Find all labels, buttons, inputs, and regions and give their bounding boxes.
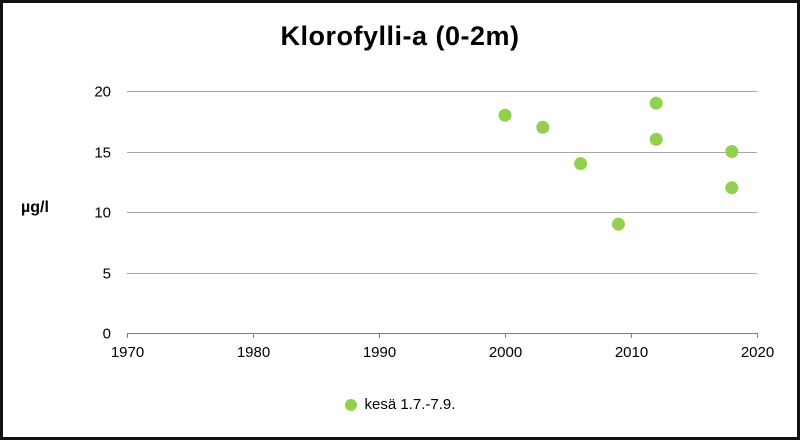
x-tick-label: 1990 bbox=[363, 344, 396, 361]
data-point bbox=[611, 217, 625, 231]
data-point bbox=[498, 108, 512, 122]
x-tick-label: 2000 bbox=[489, 344, 522, 361]
legend-marker-icon bbox=[344, 398, 357, 411]
y-tick-label: 5 bbox=[103, 266, 111, 283]
data-point bbox=[725, 181, 739, 195]
y-axis-label: µg/l bbox=[21, 199, 49, 216]
y-tick-label: 20 bbox=[94, 84, 111, 101]
chart-title: Klorofylli-a (0-2m) bbox=[280, 21, 520, 51]
legend: kesä 1.7.-7.9. bbox=[3, 396, 797, 413]
legend-label: kesä 1.7.-7.9. bbox=[364, 396, 456, 413]
x-tick-label: 1980 bbox=[237, 344, 270, 361]
x-tick-label: 1970 bbox=[111, 344, 144, 361]
x-tick-label: 2010 bbox=[615, 344, 648, 361]
x-tick-label: 2020 bbox=[741, 344, 774, 361]
plot-svg: 0 5 10 15 20 1970 1980 1990 2000 2010 2020 bbox=[94, 84, 774, 362]
y-tick-label: 15 bbox=[94, 145, 111, 162]
data-point bbox=[536, 120, 550, 134]
data-point bbox=[574, 157, 588, 171]
y-tick-label: 10 bbox=[94, 205, 111, 222]
data-point bbox=[649, 132, 663, 146]
y-tick-label: 0 bbox=[103, 326, 111, 343]
data-point bbox=[725, 145, 739, 158]
data-point bbox=[649, 96, 663, 110]
